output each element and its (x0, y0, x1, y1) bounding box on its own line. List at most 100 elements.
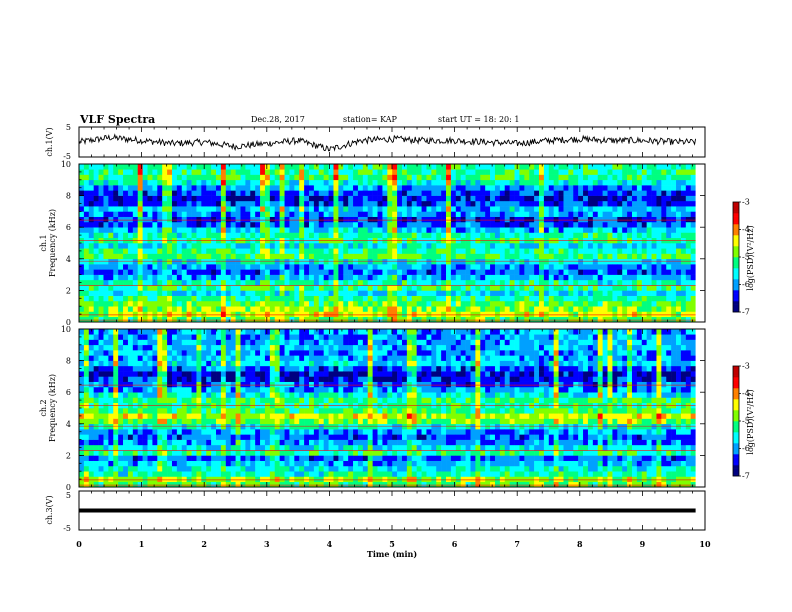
spectrogram-cell (206, 365, 212, 372)
spectrogram-cell (485, 248, 491, 254)
spectrogram-cell (661, 300, 667, 307)
spectrogram-cell (88, 413, 94, 419)
spectrogram-cell (563, 279, 569, 286)
spectrogram-cell (211, 243, 217, 249)
spectrogram-cell (88, 408, 94, 414)
spectrogram-cell (470, 243, 476, 249)
spectrogram-cell (186, 169, 192, 175)
spectrogram-cell (353, 269, 359, 275)
spectrogram-cell (490, 253, 496, 260)
spectrogram-cell (514, 174, 520, 181)
spectrogram-cell (636, 174, 643, 181)
spectrogram-cell (255, 285, 261, 291)
spectrogram-cell (539, 253, 545, 260)
spectrogram-cell (186, 221, 192, 228)
spectrogram-cell (470, 190, 476, 196)
spectrogram-cell (294, 316, 300, 323)
spectrogram-cell (362, 269, 369, 275)
spectrogram-cell (206, 329, 212, 335)
colorbar-cell (733, 290, 739, 293)
spectrogram-cell (220, 174, 227, 181)
spectrogram-cell (519, 285, 525, 291)
spectrogram-cell (421, 316, 427, 323)
spectrogram-cell (118, 476, 124, 483)
spectrogram-cell (127, 253, 134, 260)
spectrogram-cell (250, 211, 256, 217)
spectrogram-cell (387, 232, 393, 239)
spectrogram-cell (191, 300, 197, 307)
spectrogram-cell (372, 190, 378, 196)
spectrogram-cell (587, 221, 594, 228)
spectrogram-cell (480, 316, 486, 323)
spectrogram-cell (245, 264, 251, 270)
spectrogram-cell (631, 216, 638, 223)
spectrogram-cell (602, 290, 608, 296)
spectrogram-cell (181, 216, 187, 223)
spectrogram-cell (264, 195, 271, 202)
spectrogram-cell (142, 392, 148, 398)
spectrogram-cell (357, 211, 364, 217)
spectrogram-cell (176, 439, 183, 446)
spectrogram-cell (558, 195, 564, 202)
spectrogram-cell (235, 248, 241, 254)
spectrogram-cell (406, 316, 413, 323)
spectrogram-cell (323, 253, 329, 260)
spectrogram-cell (201, 381, 207, 388)
spectrogram-cell (392, 300, 398, 307)
spectrogram-cell (225, 211, 231, 217)
spectrogram-cell (83, 232, 90, 239)
spectrogram-cell (304, 311, 310, 318)
spectrogram-cell (524, 174, 530, 181)
spectrogram-cell (93, 408, 99, 414)
spectrogram-cell (465, 311, 471, 318)
spectrogram-cell (162, 439, 168, 446)
spectrogram-cell (480, 232, 486, 239)
spectrogram-cell (685, 279, 692, 286)
spectrogram-cell (167, 200, 173, 207)
spectrogram-cell (602, 195, 608, 202)
spectrogram-cell (514, 190, 520, 196)
spectrogram-cell (631, 190, 638, 196)
spectrogram-cell (509, 243, 515, 249)
spectrogram-cell (612, 306, 618, 312)
spectrogram-cell (162, 429, 168, 435)
spectrogram-cell (132, 365, 139, 372)
spectrogram-cell (587, 258, 594, 265)
spectrogram-cell (216, 350, 222, 356)
spectrogram-cell (485, 169, 491, 175)
spectrogram-cell (612, 290, 618, 296)
spectrogram-cell (113, 376, 119, 382)
spectrogram-cell (607, 253, 613, 260)
spectrogram-cell (123, 450, 129, 456)
spectrogram-cell (348, 200, 354, 207)
spectrogram-cell (304, 232, 310, 239)
spectrogram-cell (216, 465, 222, 472)
spectrogram-cell (651, 243, 657, 249)
spectrogram-cell (661, 264, 667, 270)
spectrogram-cell (553, 290, 559, 296)
spectrogram-cell (299, 174, 305, 181)
spectrogram-cell (631, 248, 638, 254)
spectrogram-cell (191, 344, 197, 351)
spectrogram-cell (641, 316, 647, 323)
spectrogram-cell (558, 285, 564, 291)
spectrogram-cell (152, 381, 158, 388)
spectrogram-cell (216, 360, 222, 367)
spectrogram-cell (206, 243, 212, 249)
spectrogram-cell (680, 258, 687, 265)
spectrogram-cell (79, 290, 85, 296)
spectrogram-cell (103, 418, 109, 425)
spectrogram-cell (362, 206, 369, 212)
colorbar-cell (733, 280, 739, 283)
spectrogram-cell (543, 306, 550, 312)
spectrogram-cell (167, 397, 173, 404)
spectrogram-cell (309, 221, 315, 228)
spectrogram-cell (666, 190, 672, 196)
spectrogram-cell (83, 258, 90, 265)
spectrogram-cell (132, 227, 139, 233)
spectrogram-cell (255, 248, 261, 254)
spectrogram-cell (392, 195, 398, 202)
spectrogram-cell (211, 211, 217, 217)
spectrogram-cell (79, 206, 85, 212)
spectrogram-cell (206, 274, 212, 281)
